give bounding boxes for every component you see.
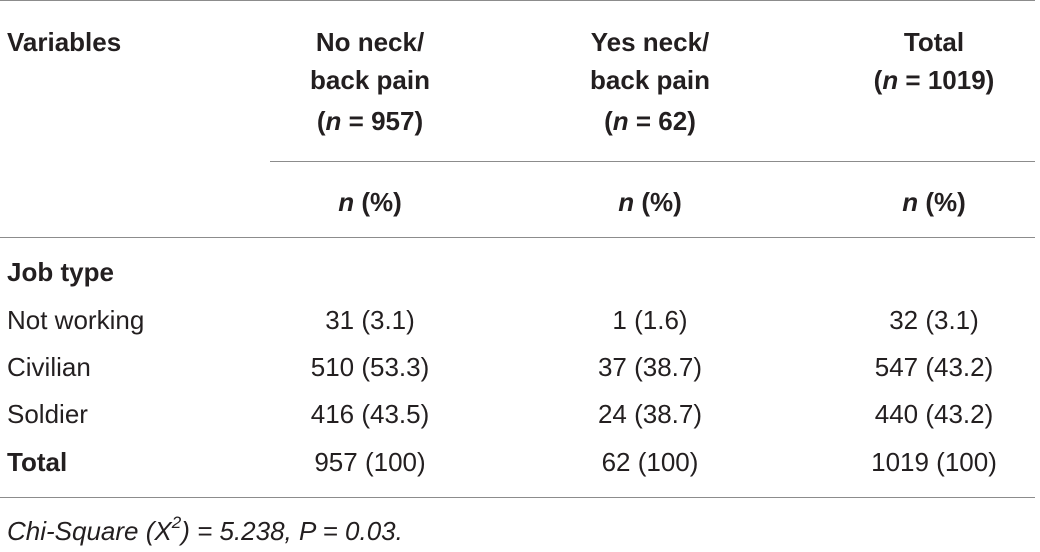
header-rule [270,161,1035,162]
cell-col2: 1 (1.6) [612,305,688,335]
cell-col1: 416 (43.5) [310,399,430,429]
header-col1-line1: No neck/ [315,27,425,57]
row-label: Not working [7,305,145,335]
header-col3-n: (n = 1019) [873,65,995,95]
header-col1-n: (n = 957) [316,106,424,136]
row-label: Total [7,447,68,477]
subheader-col3: n (%) [902,187,966,217]
n-symbol: n [882,65,899,95]
subheader-col2: n (%) [618,187,682,217]
cell-col2: 37 (38.7) [597,352,703,382]
cell-col3: 547 (43.2) [874,352,994,382]
n-symbol: n [612,106,629,136]
footnote: Chi-Square (X2) = 5.238, P = 0.03. [7,513,403,546]
top-rule [0,0,1035,1]
n-symbol: n [325,106,342,136]
subheader-col1: n (%) [338,187,402,217]
row-label: Soldier [7,399,88,429]
cell-col1: 31 (3.1) [325,305,415,335]
header-col2-line2: back pain [590,65,710,95]
header-col2-line1: Yes neck/ [590,27,710,57]
cell-col1: 957 (100) [314,447,426,477]
cell-col2: 24 (38.7) [597,399,703,429]
header-col2-n: (n = 62) [604,106,696,136]
header-col1-line2: back pain [310,65,430,95]
header-col3-line1: Total [903,27,965,57]
cell-col3: 1019 (100) [871,447,997,477]
cell-col1: 510 (53.3) [310,352,430,382]
section-job-type: Job type [7,257,114,287]
cell-col2: 62 (100) [601,447,699,477]
cell-col3: 32 (3.1) [889,305,979,335]
cell-col3: 440 (43.2) [874,399,994,429]
bottom-rule [0,497,1035,498]
subheader-rule [0,237,1035,238]
header-variables: Variables [7,27,122,57]
row-label: Civilian [7,352,91,382]
